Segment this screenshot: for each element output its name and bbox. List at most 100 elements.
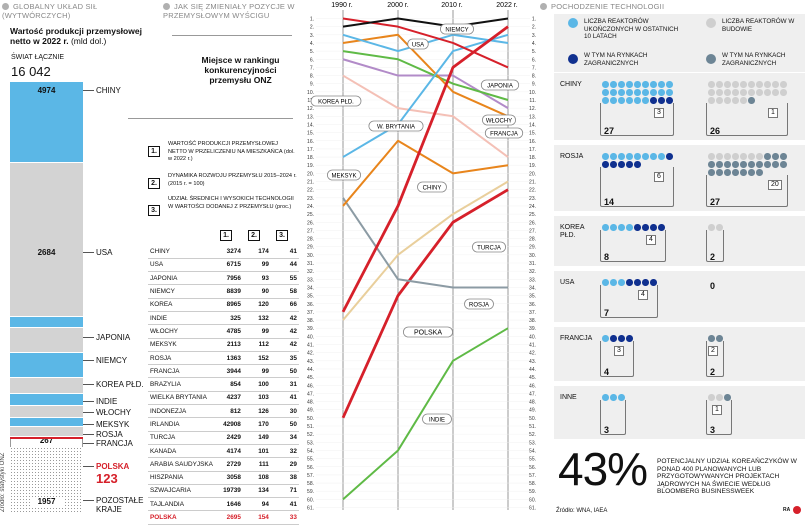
rank-tick: 32. [307, 269, 314, 275]
table-country: TAJLANDIA [148, 497, 215, 512]
series-line-chiny [341, 25, 509, 313]
panel-country: ROSJA [560, 153, 584, 160]
series-line-korea-p-d- [342, 33, 509, 158]
segment-tick [83, 466, 94, 467]
rank-tick: 26. [529, 220, 536, 226]
rank-tick: 46. [307, 383, 314, 389]
table-row: KOREA 8965 120 66 [148, 298, 299, 312]
left-source: Źródło: statystyki ONZ [0, 452, 6, 512]
reactor-dot [732, 97, 739, 104]
segment-label: FRANCJA [96, 439, 133, 448]
reactor-dot [780, 81, 787, 88]
svg-text:NIEMCY: NIEMCY [445, 27, 468, 33]
table-value: 8839 [214, 284, 243, 299]
foreign-reactor-dot [650, 97, 657, 104]
table-row: HISZPANIA 3058 108 38 [148, 471, 299, 485]
table-value: 42 [270, 324, 299, 339]
foreign-reactor-dot [756, 169, 763, 176]
reactor-dot [642, 153, 649, 160]
year-label: 2022 r. [496, 2, 517, 9]
foreign-reactor-dot [626, 335, 633, 342]
series-label-turcja: TURCJA [471, 241, 506, 253]
building-count: 2 [710, 252, 716, 262]
section-marker-icon [540, 3, 547, 10]
rank-tick: 12. [307, 106, 314, 112]
rank-tick: 11. [529, 98, 536, 104]
table-value: 55 [270, 271, 299, 286]
rank-tick: 55. [529, 457, 536, 463]
rank-tick: 24. [307, 204, 314, 210]
rank-tick: 25. [307, 212, 314, 218]
table-value: 41 [270, 391, 299, 406]
rank-tick: 13. [529, 114, 536, 120]
table-value: 111 [242, 457, 271, 472]
reactor-dot [626, 224, 633, 231]
foreign-reactor-dot [756, 161, 763, 168]
foreign-reactor-dot [748, 161, 755, 168]
series-label-chiny: CHINY [417, 181, 447, 193]
table-value: 325 [214, 311, 243, 326]
rank-tick: 42. [307, 351, 314, 357]
foreign-reactor-dot [666, 97, 673, 104]
series-label-meksyk: MEKSYK [326, 169, 362, 181]
rank-tick: 42. [529, 351, 536, 357]
table-value: 42 [270, 338, 299, 352]
table-value: 30 [270, 404, 299, 419]
done-bracket [600, 341, 634, 377]
rank-tick: 37. [529, 310, 536, 316]
rank-tick: 41. [529, 343, 536, 349]
table-value: 108 [242, 471, 271, 485]
table-row: INDIE 325 132 42 [148, 311, 299, 326]
reactor-dot [626, 81, 633, 88]
table-country: SZWAJCARIA [148, 484, 215, 499]
reactor-dot [724, 97, 731, 104]
segment-value: 1957 [30, 497, 63, 506]
legend-num-1: 1. [148, 140, 160, 158]
rank-tick: 18. [307, 155, 314, 161]
foreign-reactor-dot [780, 161, 787, 168]
rank-tick: 17. [307, 147, 314, 153]
svg-text:ROSJA: ROSJA [469, 302, 489, 308]
table-country: CHINY [148, 245, 215, 259]
left-subtitle: Wartość produkcji przemysłowej netto w 2… [10, 26, 142, 46]
done-count: 8 [604, 252, 610, 262]
rank-tick: 6. [310, 57, 314, 63]
segment-meksyk [10, 405, 83, 417]
reactor-dot [658, 81, 665, 88]
segment-label: MEKSYK [96, 420, 130, 429]
table-row: KANADA 4174 101 32 [148, 444, 299, 459]
year-label: 2000 r. [387, 2, 408, 9]
middle-divider-2 [128, 118, 293, 119]
series-label-niemcy: NIEMCY [439, 23, 474, 35]
reactor-dot [602, 89, 609, 96]
series-line-polska [342, 180, 509, 321]
table-country: TURCJA [148, 431, 215, 445]
table-country: IRLANDIA [148, 417, 215, 432]
table-row: WIELKA BRYTANIA 4237 103 41 [148, 391, 299, 406]
rank-tick: 20. [529, 171, 536, 177]
rank-tick: 39. [307, 326, 314, 332]
svg-text:WŁOCHY: WŁOCHY [486, 118, 512, 124]
panel-country: KOREA PŁD. [560, 224, 585, 239]
rank-tick: 16. [529, 139, 536, 145]
table-value: 32 [270, 444, 299, 459]
rank-tick: 9. [532, 82, 536, 88]
foreign-reactor-dot [666, 153, 673, 160]
table-row: NIEMCY 8839 90 58 [148, 284, 299, 299]
reactor-dot [602, 153, 609, 160]
year-label: 2010 r. [441, 2, 462, 9]
foreign-reactor-dot [634, 161, 641, 168]
rank-tick: 49. [529, 408, 536, 414]
reactor-dot [666, 89, 673, 96]
rank-tick: 44. [529, 367, 536, 373]
table-country: POLSKA [148, 510, 215, 525]
table-country: BRAZYLIA [148, 377, 215, 392]
rank-tick: 31. [529, 261, 536, 267]
reactor-dot [732, 153, 739, 160]
rank-tick: 33. [307, 277, 314, 283]
segment-label: NIEMCY [96, 356, 128, 365]
rank-tick: 17. [529, 147, 536, 153]
rank-tick: 5. [532, 49, 536, 55]
reactor-dot [610, 279, 617, 286]
done-bracket [600, 400, 626, 435]
